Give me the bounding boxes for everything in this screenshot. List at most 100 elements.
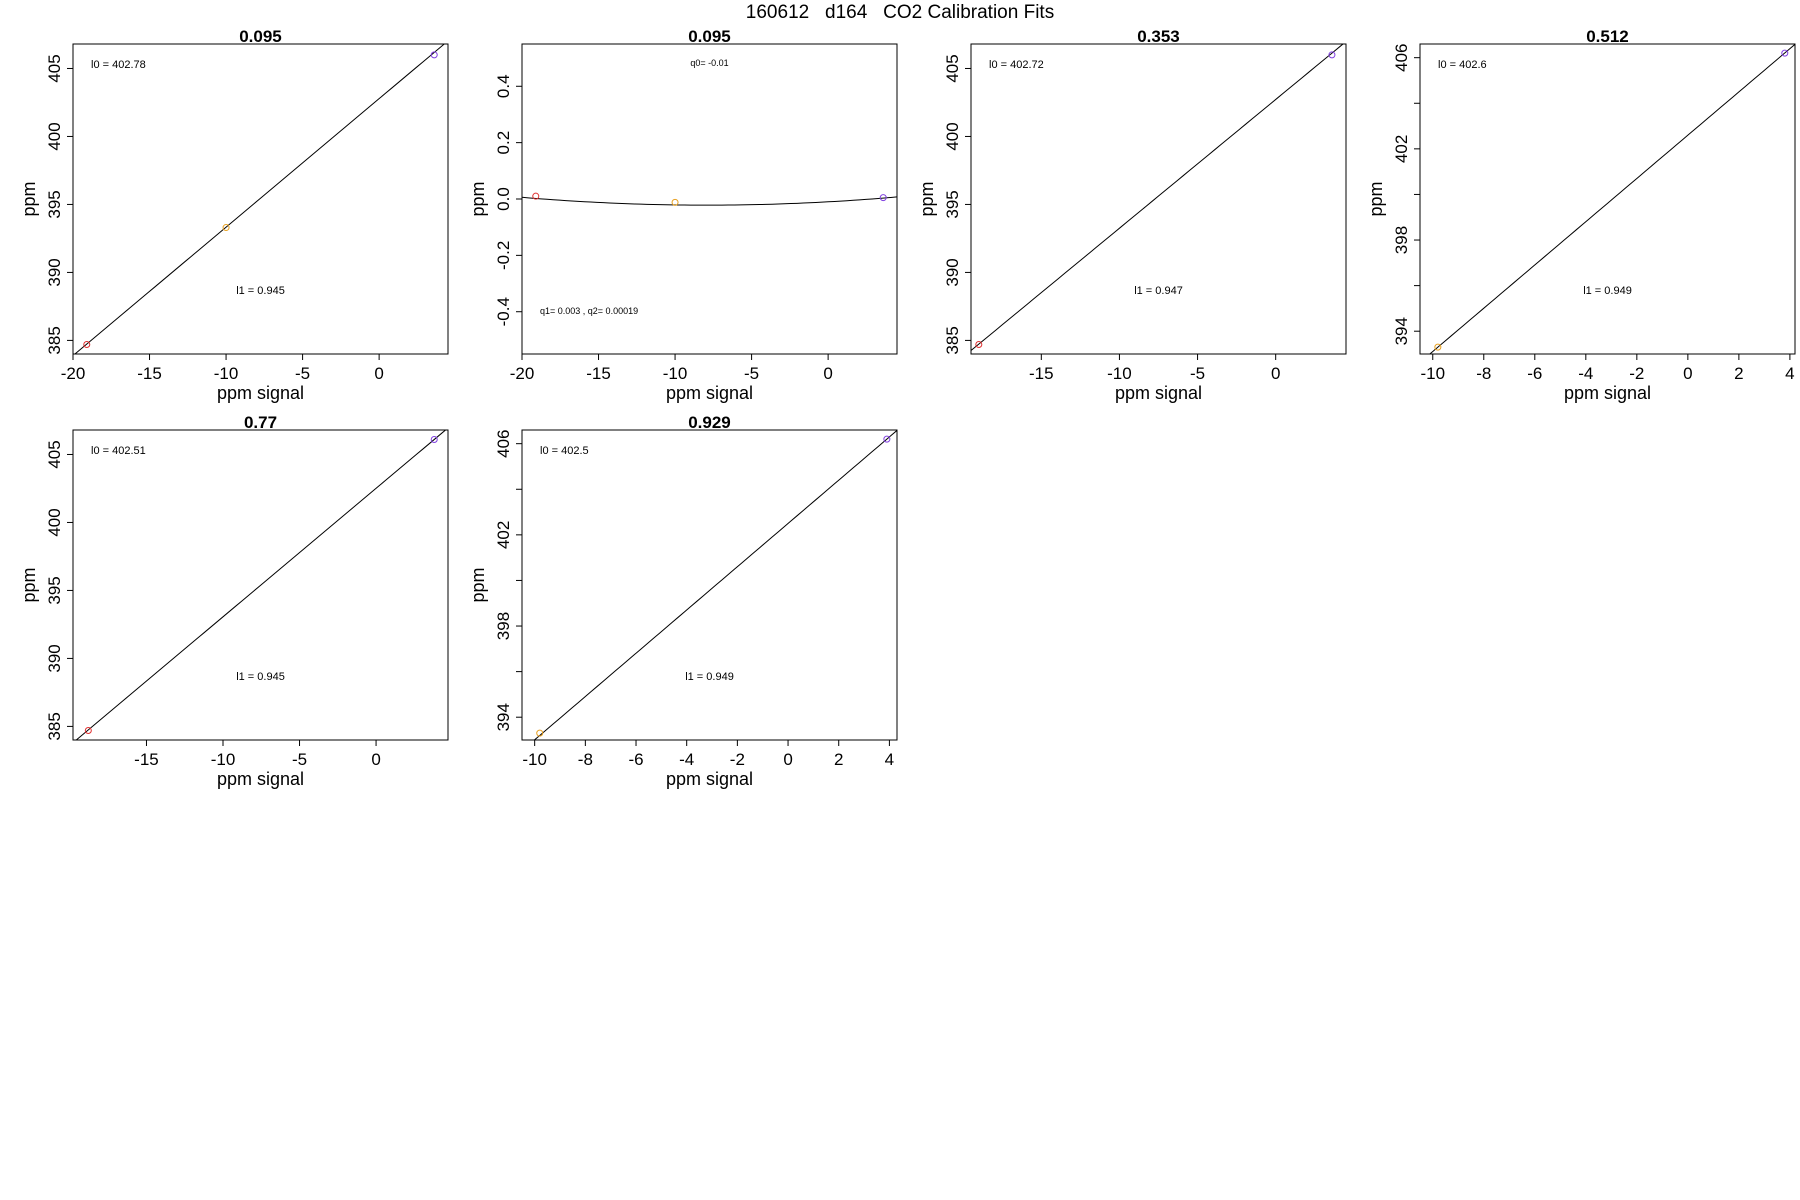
plot-title: 0.353 <box>1137 27 1180 46</box>
x-axis-label: ppm signal <box>217 383 304 403</box>
y-tick-label: 405 <box>943 54 962 82</box>
chart-panel-5: 0.77 -15 -10 -5 0 ppm signal 385 390 395 400 405 pp… <box>19 413 449 789</box>
y-axis-label: ppm <box>468 181 488 216</box>
y-tick-label: -0.2 <box>494 241 513 270</box>
data-point <box>883 435 891 443</box>
fit-annotation: q0= -0.01 <box>690 58 728 68</box>
fit-line <box>74 44 446 354</box>
plot-title: 0.512 <box>1586 27 1629 46</box>
x-axis-label: ppm signal <box>666 769 753 789</box>
x-tick-label: -2 <box>1629 364 1644 383</box>
x-tick-label: -6 <box>1527 364 1542 383</box>
plot-frame <box>1419 43 1796 355</box>
fit-annotation: l0 = 402.72 <box>989 59 1044 71</box>
data-point <box>84 726 92 734</box>
data-point <box>1328 51 1336 59</box>
x-tick-label: -15 <box>137 364 162 383</box>
fit-line <box>75 430 447 740</box>
y-tick-label: 406 <box>1392 43 1411 71</box>
y-tick-label: 0.4 <box>494 74 513 98</box>
y-tick-label: 402 <box>494 521 513 549</box>
data-point <box>1781 49 1789 57</box>
x-tick-label: -8 <box>1476 364 1491 383</box>
x-tick-label: -15 <box>586 364 611 383</box>
data-point <box>532 192 540 200</box>
y-axis-label: ppm <box>19 181 39 216</box>
chart-panel-1: 0.095 -20 -15 -10 -5 0 ppm signal 385 390 395 400 4… <box>19 27 449 403</box>
fit-line <box>971 44 1344 351</box>
y-tick-label: 395 <box>943 190 962 218</box>
x-tick-label: -4 <box>1578 364 1593 383</box>
x-tick-label: -15 <box>1029 364 1054 383</box>
x-tick-label: 4 <box>1785 364 1794 383</box>
y-tick-label: 400 <box>45 508 64 536</box>
y-tick-label: 394 <box>494 703 513 731</box>
chart-panel-3: 0.353 -15 -10 -5 0 ppm signal 385 390 395 400 405 p… <box>917 27 1347 403</box>
y-tick-label: 400 <box>45 122 64 150</box>
y-tick-label: 390 <box>45 644 64 672</box>
y-tick-label: 405 <box>45 440 64 468</box>
fit-annotation: l0 = 402.5 <box>540 445 589 457</box>
x-tick-label: -10 <box>211 750 236 769</box>
x-tick-label: -15 <box>134 750 159 769</box>
data-point <box>1434 343 1442 351</box>
x-tick-label: 0 <box>783 750 792 769</box>
chart-panel-4: 0.512 -10 -8 -6 -4 -2 0 2 4 ppm signal 394 398 402 40… <box>1366 27 1796 403</box>
fit-annotation: l1 = 0.949 <box>685 671 734 683</box>
x-axis-label: ppm signal <box>1115 383 1202 403</box>
y-axis-label: ppm <box>19 567 39 602</box>
data-point <box>430 51 438 59</box>
fit-annotation: l0 = 402.51 <box>91 445 146 457</box>
chart-panel-2: 0.095 -20 -15 -10 -5 0 ppm signal -0.4 -0.2 0.0 0.… <box>468 27 898 403</box>
y-tick-label: -0.4 <box>494 297 513 326</box>
y-tick-label: 0.0 <box>494 187 513 211</box>
x-tick-label: 0 <box>1683 364 1692 383</box>
y-tick-label: 395 <box>45 190 64 218</box>
fit-annotation: q1= 0.003 , q2= 0.00019 <box>540 306 638 316</box>
y-tick-label: 398 <box>494 612 513 640</box>
plot-title: 0.77 <box>244 413 277 432</box>
x-tick-label: 2 <box>1734 364 1743 383</box>
y-tick-label: 385 <box>45 712 64 740</box>
x-tick-label: -5 <box>1190 364 1205 383</box>
y-tick-label: 390 <box>45 258 64 286</box>
x-axis-label: ppm signal <box>1564 383 1651 403</box>
x-tick-label: 4 <box>885 750 894 769</box>
data-point <box>536 729 544 737</box>
y-axis-label: ppm <box>468 567 488 602</box>
y-tick-label: 405 <box>45 54 64 82</box>
chart-panel-6: 0.929 -10 -8 -6 -4 -2 0 2 4 ppm signal 394 398 402 40… <box>468 413 898 789</box>
x-tick-label: -2 <box>730 750 745 769</box>
data-point <box>430 436 438 444</box>
y-axis-label: ppm <box>917 181 937 216</box>
plot-frame <box>521 429 898 741</box>
y-tick-label: 398 <box>1392 226 1411 254</box>
data-point <box>222 224 230 232</box>
fit-annotation: l1 = 0.945 <box>236 671 285 683</box>
x-tick-label: -10 <box>214 364 239 383</box>
x-tick-label: -10 <box>663 364 688 383</box>
plot-title: 0.095 <box>688 27 731 46</box>
x-axis-label: ppm signal <box>666 383 753 403</box>
plot-frame <box>72 43 449 355</box>
x-tick-label: -10 <box>1420 364 1445 383</box>
x-tick-label: 0 <box>823 364 832 383</box>
y-tick-label: 406 <box>494 429 513 457</box>
x-tick-label: 0 <box>374 364 383 383</box>
x-tick-label: -10 <box>522 750 547 769</box>
x-tick-label: -5 <box>744 364 759 383</box>
fit-line <box>522 196 897 206</box>
y-axis-label: ppm <box>1366 181 1386 216</box>
fit-annotation: l1 = 0.947 <box>1134 285 1183 297</box>
y-tick-label: 385 <box>943 326 962 354</box>
plot-title: 0.929 <box>688 413 731 432</box>
fit-annotation: l1 = 0.945 <box>236 285 285 297</box>
x-tick-label: 0 <box>1271 364 1280 383</box>
x-tick-label: -20 <box>61 364 86 383</box>
y-tick-label: 402 <box>1392 135 1411 163</box>
x-axis-label: ppm signal <box>217 769 304 789</box>
data-point <box>975 340 983 348</box>
x-tick-label: -10 <box>1107 364 1132 383</box>
x-tick-label: 0 <box>371 750 380 769</box>
